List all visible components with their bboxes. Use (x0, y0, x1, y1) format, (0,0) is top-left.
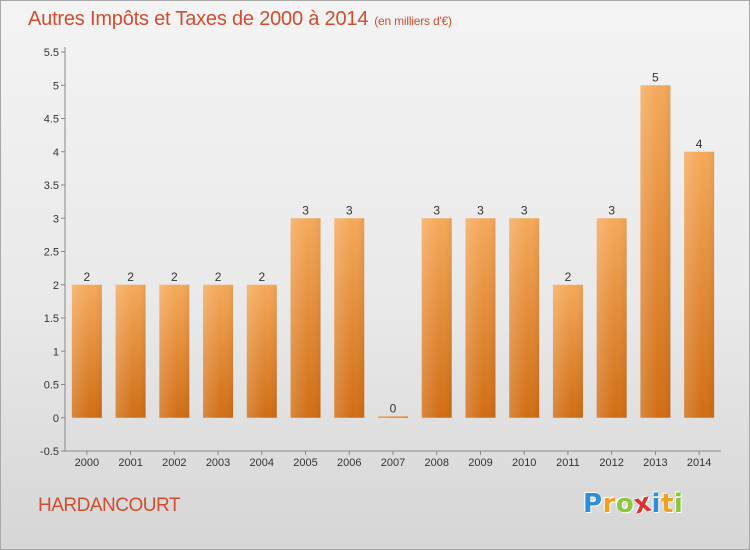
bar-value-label: 3 (302, 203, 309, 217)
y-tick-label: 2 (53, 280, 59, 292)
y-tick-label: 4.5 (44, 114, 59, 126)
bar-value-label: 5 (652, 70, 659, 84)
x-tick-label: 2009 (468, 457, 492, 469)
bars (71, 85, 715, 418)
bar-shading (246, 284, 277, 418)
chart-subtitle: (en milliers d'€) (374, 14, 452, 28)
bar-value-label: 2 (171, 270, 178, 284)
chart-title-text: Autres Impôts et Taxes de 2000 à 2014 (28, 8, 369, 30)
x-tick-label: 2001 (118, 457, 142, 469)
bar-value-label: 0 (390, 401, 397, 415)
bar-shading (640, 85, 671, 418)
bar-shading (115, 284, 146, 418)
axes: -0.5 0 0.5 1 1.5 2 2.5 3 3.5 4 4.5 5 5.5 2000 2001 2002… (40, 47, 721, 469)
chart-title: Autres Impôts et Taxes de 2000 à 2014 (en… (28, 8, 452, 31)
y-tick-label: 5.5 (44, 47, 59, 59)
logo-letter: o (615, 489, 635, 519)
labels: 2 2 2 2 2 3 3 0 3 3 3 2 3 5 4 (84, 70, 703, 415)
bar-shading (465, 218, 496, 418)
bar-shading (159, 284, 190, 418)
proxiti-logo: Proxiti (583, 488, 684, 521)
bar-shading (684, 151, 715, 418)
bar-value-label: 3 (608, 203, 615, 217)
y-tick-label: -0.5 (40, 446, 59, 458)
y-tick-label: 4 (53, 147, 59, 159)
bar-shading (71, 284, 102, 418)
y-tick-label: 1.5 (44, 313, 59, 325)
y-tick-label: 2.5 (44, 247, 59, 259)
bar-shading (509, 218, 540, 418)
y-tick-label: 3 (53, 213, 59, 225)
x-tick-label: 2012 (599, 457, 623, 469)
y-tick-label: 5 (53, 80, 59, 92)
bar-value-label: 2 (565, 270, 572, 284)
x-tick-label: 2008 (424, 457, 448, 469)
x-tick-label: 2000 (75, 457, 99, 469)
bar-value-label: 4 (696, 137, 703, 151)
logo-letter: i (651, 489, 661, 519)
y-tick-label: 3.5 (44, 180, 59, 192)
commune-name: HARDANCOURT (38, 495, 180, 516)
bar-shading (290, 218, 321, 418)
bar-value-label: 3 (346, 203, 353, 217)
x-tick-label: 2003 (206, 457, 230, 469)
bar-value-label: 3 (477, 203, 484, 217)
x-tick-label: 2013 (643, 457, 667, 469)
x-tick-label: 2010 (512, 457, 536, 469)
y-tick-label: 1 (53, 346, 59, 358)
logo-letter: i (673, 489, 684, 519)
x-tick-label: 2007 (381, 457, 405, 469)
bar-shading (334, 218, 365, 418)
bar-value-label: 2 (258, 270, 265, 284)
logo-letter: t (660, 489, 674, 519)
logo-letter: r (602, 489, 616, 519)
y-tick-label: 0.5 (44, 380, 59, 392)
bar-shading (421, 218, 452, 418)
bar-value-label: 3 (433, 203, 440, 217)
bar-shading (378, 416, 408, 418)
x-tick-label: 2005 (293, 457, 317, 469)
bar-shading (552, 284, 583, 418)
bar-value-label: 2 (84, 270, 91, 284)
x-tick-label: 2011 (556, 457, 580, 469)
x-tick-label: 2004 (250, 457, 274, 469)
bar-shading (203, 284, 234, 418)
y-tick-label: 0 (53, 413, 59, 425)
x-tick-label: 2006 (337, 457, 361, 469)
x-tick-label: 2002 (162, 457, 186, 469)
x-tick-label: 2014 (687, 457, 711, 469)
bar-value-label: 3 (521, 203, 528, 217)
logo-letter: P (583, 489, 603, 519)
bar-value-label: 2 (127, 270, 134, 284)
bar-value-label: 2 (215, 270, 222, 284)
bar-shading (596, 218, 627, 418)
